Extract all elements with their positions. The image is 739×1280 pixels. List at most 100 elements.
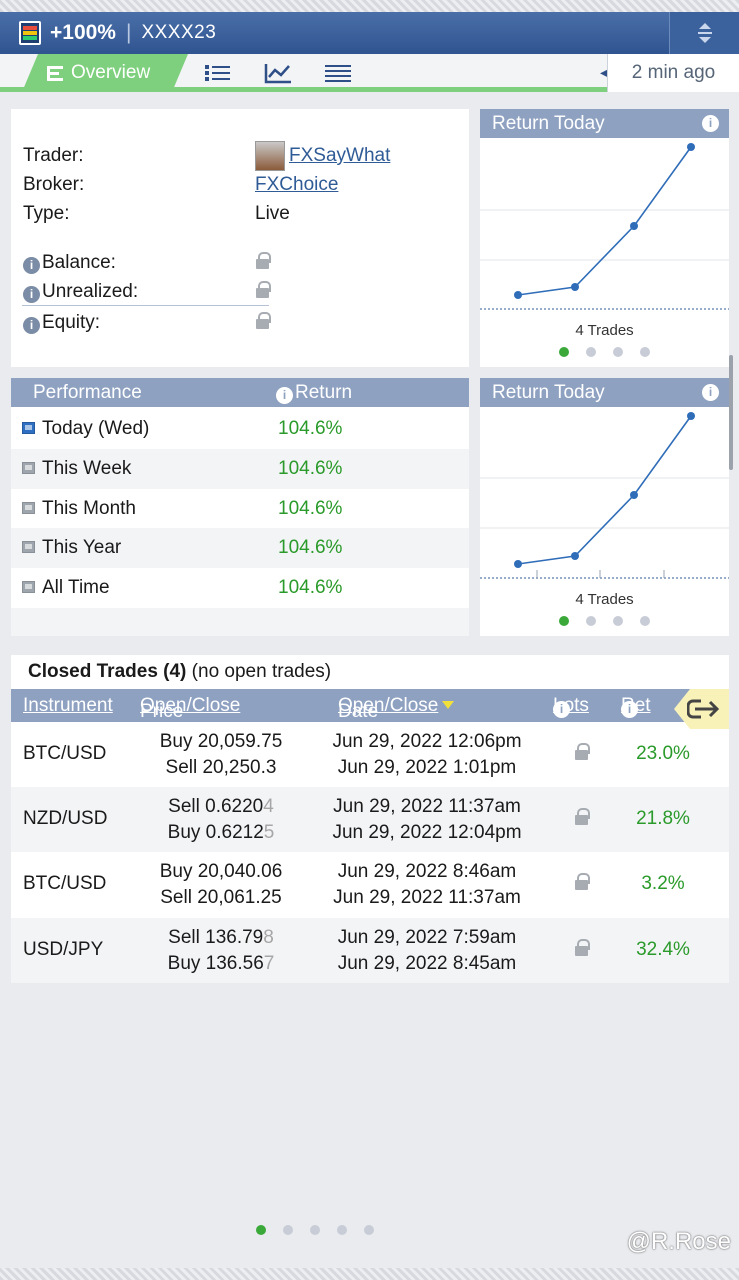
expand-collapse-button[interactable] [669, 12, 739, 54]
pager-dots[interactable] [256, 1225, 374, 1235]
trader-value[interactable]: FXSayWhat [255, 141, 390, 171]
perf-return: 104.6% [278, 418, 343, 439]
closed-trades-title: Closed Trades (4) (no open trades) [28, 661, 332, 682]
chart-icon[interactable] [263, 62, 293, 84]
trades-table-header: Instrument Price Open/Close Date Open/Cl… [11, 689, 729, 722]
return-today-card[interactable]: Return Today i 4 Trades [480, 109, 729, 367]
lock-icon [575, 873, 590, 890]
trades-count: 4 Trades [575, 322, 634, 339]
card-header: Return Today i [480, 109, 729, 138]
card-title: Return Today [492, 381, 605, 403]
trade-price: Sell 136.798 Buy 136.567 [167, 927, 275, 974]
trade-return: 21.8% [636, 808, 690, 829]
trade-instrument: USD/JPY [23, 939, 104, 960]
return-chart [480, 143, 729, 310]
trade-row[interactable]: BTC/USD Buy 20,059.75 Sell 20,250.3 Jun … [11, 722, 729, 787]
caret-left-icon[interactable]: ◀ [600, 64, 611, 80]
info-icon[interactable]: i [553, 701, 570, 718]
trade-price: Buy 20,059.75 Sell 20,250.3 [159, 731, 283, 778]
trade-return: 32.4% [636, 939, 690, 960]
col-price[interactable]: Price Open/Close [140, 695, 241, 722]
broker-label: Broker: [23, 174, 85, 195]
trader-label: Trader: [23, 145, 84, 166]
col-date[interactable]: Date Open/Close [338, 695, 455, 722]
col-instrument[interactable]: Instrument [23, 695, 113, 716]
pager-dots[interactable] [480, 616, 729, 626]
menu-lines-icon[interactable] [323, 62, 353, 84]
col-lots[interactable]: i Lots [553, 695, 589, 718]
top-stripe [0, 0, 739, 12]
return-col: i Return [276, 382, 352, 404]
tab-overview[interactable]: Overview [22, 54, 188, 92]
last-update: 2 min ago [607, 54, 739, 92]
lock-icon [256, 252, 271, 269]
broker-link[interactable]: FXChoice [255, 174, 339, 195]
checkbox-icon[interactable] [22, 581, 35, 593]
trade-instrument: BTC/USD [23, 743, 107, 764]
checkbox-icon[interactable] [22, 462, 35, 474]
info-icon[interactable]: i [702, 384, 719, 401]
perf-return: 104.6% [278, 498, 343, 519]
last-update-text: 2 min ago [631, 62, 716, 83]
balance-label: Balance: [42, 252, 116, 273]
trade-row[interactable]: USD/JPY Sell 136.798 Buy 136.567 Jun 29,… [11, 918, 729, 983]
sort-desc-icon [442, 701, 455, 709]
lock-icon [575, 743, 590, 760]
balance-row: i Balance: [23, 252, 116, 274]
checkbox-icon[interactable] [22, 422, 35, 434]
title-bar: +100% | XXXX23 [0, 12, 739, 54]
list-icon[interactable] [203, 62, 233, 84]
trade-return: 3.2% [641, 873, 685, 894]
perf-row-today[interactable]: Today (Wed) 104.6% [11, 409, 469, 449]
perf-row-year[interactable]: This Year 104.6% [11, 528, 469, 568]
return-today-card[interactable]: Return Today i 4 Trades [480, 378, 729, 636]
performance-table: Performance i Return Today (Wed) 104.6% T… [11, 378, 469, 1235]
checkbox-icon[interactable] [22, 502, 35, 514]
perf-return: 104.6% [278, 537, 343, 558]
trade-row[interactable]: NZD/USD Sell 0.62204 Buy 0.62125 Jun 29,… [11, 787, 729, 852]
toolbar: Overview ◀ 2 min ago [0, 54, 739, 92]
type-label: Type: [23, 203, 70, 224]
unrealized-row: i Unrealized: [23, 281, 138, 303]
trade-instrument: BTC/USD [23, 873, 107, 894]
account-info-panel: Trader: FXSayWhat Broker: FXChoice Type:… [11, 109, 469, 367]
trades-count: 4 Trades [575, 591, 634, 608]
scrollbar[interactable] [729, 355, 733, 470]
performance-col: Performance [33, 382, 142, 403]
info-icon[interactable]: i [23, 286, 40, 303]
watermark: @R.Rose [626, 1228, 731, 1255]
lock-icon [575, 939, 590, 956]
unrealized-label: Unrealized: [42, 281, 139, 302]
trade-row[interactable]: BTC/USD Buy 20,040.06 Sell 20,061.25 Jun… [11, 852, 729, 917]
checkbox-icon[interactable] [22, 541, 35, 553]
perf-row-alltime[interactable]: All Time 104.6% [11, 568, 469, 608]
divider [22, 305, 269, 306]
card-header: Return Today i [480, 378, 729, 407]
trade-price: Sell 0.62204 Buy 0.62125 [167, 796, 275, 843]
lock-icon [256, 281, 271, 298]
pager-dots[interactable] [480, 347, 729, 357]
trade-dates: Jun 29, 2022 8:46am Jun 29, 2022 11:37am [333, 861, 521, 908]
info-icon[interactable]: i [621, 701, 638, 718]
trade-dates: Jun 29, 2022 7:59am Jun 29, 2022 8:45am [337, 927, 517, 974]
tab-overview-label: Overview [71, 62, 151, 83]
info-icon[interactable]: i [23, 257, 40, 274]
trade-return: 23.0% [636, 743, 690, 764]
performance-header: Performance i Return [11, 378, 469, 407]
perf-return: 104.6% [278, 577, 343, 598]
perf-return: 104.6% [278, 458, 343, 479]
scroll-right-icon [687, 699, 720, 719]
info-icon[interactable]: i [23, 317, 40, 334]
lock-icon [575, 808, 590, 825]
trader-link[interactable]: FXSayWhat [289, 145, 391, 167]
account-name: XXXX23 [141, 22, 217, 43]
perf-row-month[interactable]: This Month 104.6% [11, 489, 469, 529]
info-icon[interactable]: i [702, 115, 719, 132]
bottom-stripe [0, 1268, 739, 1280]
perf-row-week[interactable]: This Week 104.6% [11, 449, 469, 489]
return-chart [480, 412, 729, 579]
type-value: Live [255, 203, 290, 224]
overview-icon [47, 65, 63, 81]
info-icon[interactable]: i [276, 387, 293, 404]
